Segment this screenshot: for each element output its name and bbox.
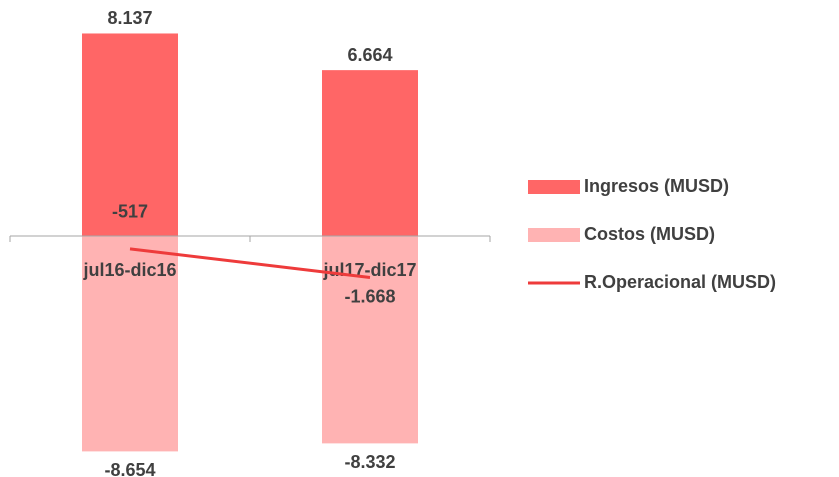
legend-swatch xyxy=(528,228,580,242)
legend-swatch xyxy=(528,180,580,194)
data-label: -1.668 xyxy=(344,286,395,306)
bar xyxy=(82,33,178,236)
legend-label: R.Operacional (MUSD) xyxy=(584,272,776,292)
bar xyxy=(82,236,178,452)
legend-label: Ingresos (MUSD) xyxy=(584,176,729,196)
data-label: -8.654 xyxy=(104,460,155,477)
data-label: 8.137 xyxy=(107,8,152,28)
bar xyxy=(322,236,418,444)
line-series xyxy=(129,247,371,280)
data-label: 6.664 xyxy=(347,45,392,65)
legend-label: Costos (MUSD) xyxy=(584,224,715,244)
data-label: -517 xyxy=(112,202,148,222)
bar xyxy=(322,70,418,236)
x-tick-label: jul16-dic16 xyxy=(82,260,176,280)
data-label: -8.332 xyxy=(344,452,395,472)
